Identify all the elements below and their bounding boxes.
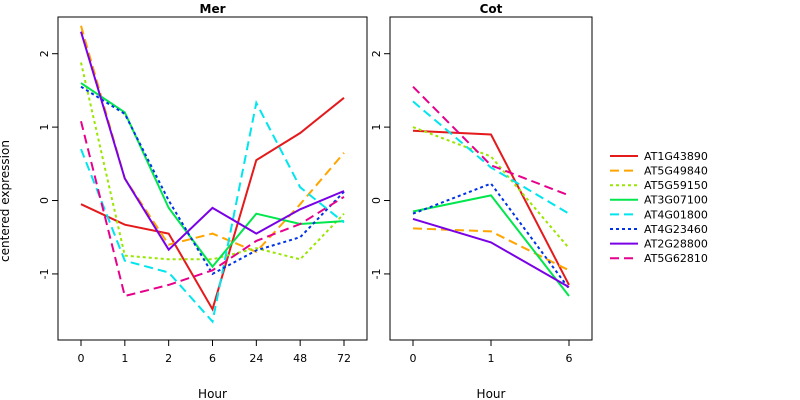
series-line-at5g49840 (412, 227, 570, 272)
legend-item: AT4G01800 (610, 208, 708, 221)
legend-label: AT2G28800 (644, 237, 708, 250)
legend-label: AT1G43890 (644, 150, 708, 163)
legend-item: AT5G62810 (610, 252, 708, 265)
legend-label: AT4G23460 (644, 223, 708, 236)
x-tick-label: 6 (209, 352, 216, 365)
panel-mer: Mer -1 0 1 2 0 1 2 6 24 48 72 Hour (38, 2, 368, 400)
series-line-at2g28800 (412, 217, 570, 288)
x-tick-label: 1 (488, 352, 495, 365)
panel-cot: Cot -1 0 1 2 0 1 6 Hour (370, 2, 593, 400)
y-axis-label: centered expression (0, 140, 12, 262)
x-tick-label: 48 (293, 352, 307, 365)
legend-item: AT1G43890 (610, 150, 708, 163)
legend-item: AT2G28800 (610, 237, 708, 250)
legend-item: AT5G59150 (610, 179, 708, 192)
panels-layer: Mer -1 0 1 2 0 1 2 6 24 48 72 Hour Cot -1 0 1 2 0 1 6 Hour (38, 2, 593, 400)
legend-item: AT5G49840 (610, 164, 708, 177)
y-tick-label: 0 (38, 197, 51, 204)
x-tick-label: 0 (78, 352, 85, 365)
series-line-at4g01800 (80, 99, 345, 324)
y-tick-label: 2 (370, 50, 383, 57)
x-tick-label: 72 (337, 352, 351, 365)
series-line-at5g59150 (80, 62, 345, 261)
series-line-at3g07100 (412, 194, 570, 297)
legend-item: AT4G23460 (610, 223, 708, 236)
panel-title: Mer (200, 2, 226, 16)
plot-frame (389, 16, 593, 341)
plot-frame (57, 16, 368, 341)
legend-label: AT5G59150 (644, 179, 708, 192)
legend-item: AT3G07100 (610, 194, 708, 207)
series-line-at5g62810 (80, 120, 345, 298)
x-axis-label: Hour (477, 387, 506, 400)
series-line-at1g43890 (412, 129, 570, 286)
y-tick-label: 1 (38, 124, 51, 131)
legend-label: AT5G49840 (644, 164, 708, 177)
series-line-at5g49840 (80, 25, 345, 254)
series-lines (80, 25, 345, 324)
x-tick-label: 6 (566, 352, 573, 365)
series-line-at5g59150 (412, 126, 570, 249)
x-tick-label: 0 (410, 352, 417, 365)
series-line-at4g23460 (412, 182, 570, 290)
y-tick-label: -1 (38, 268, 51, 279)
panel-title: Cot (480, 2, 503, 16)
series-line-at4g23460 (80, 85, 345, 276)
series-lines (412, 85, 570, 297)
legend: AT1G43890AT5G49840AT5G59150AT3G07100AT4G… (610, 150, 708, 265)
x-tick-label: 1 (121, 352, 128, 365)
x-tick-label: 24 (249, 352, 263, 365)
series-line-at2g28800 (80, 31, 345, 252)
legend-label: AT4G01800 (644, 208, 708, 221)
x-axis-label: Hour (198, 387, 227, 400)
y-tick-label: 2 (38, 50, 51, 57)
legend-label: AT5G62810 (644, 252, 708, 265)
series-line-at1g43890 (80, 97, 345, 312)
y-tick-label: 0 (370, 197, 383, 204)
series-line-at4g01800 (412, 100, 570, 215)
y-tick-label: 1 (370, 124, 383, 131)
legend-label: AT3G07100 (644, 194, 708, 207)
x-tick-label: 2 (165, 352, 172, 365)
y-tick-label: -1 (370, 268, 383, 279)
series-line-at5g62810 (412, 85, 570, 197)
